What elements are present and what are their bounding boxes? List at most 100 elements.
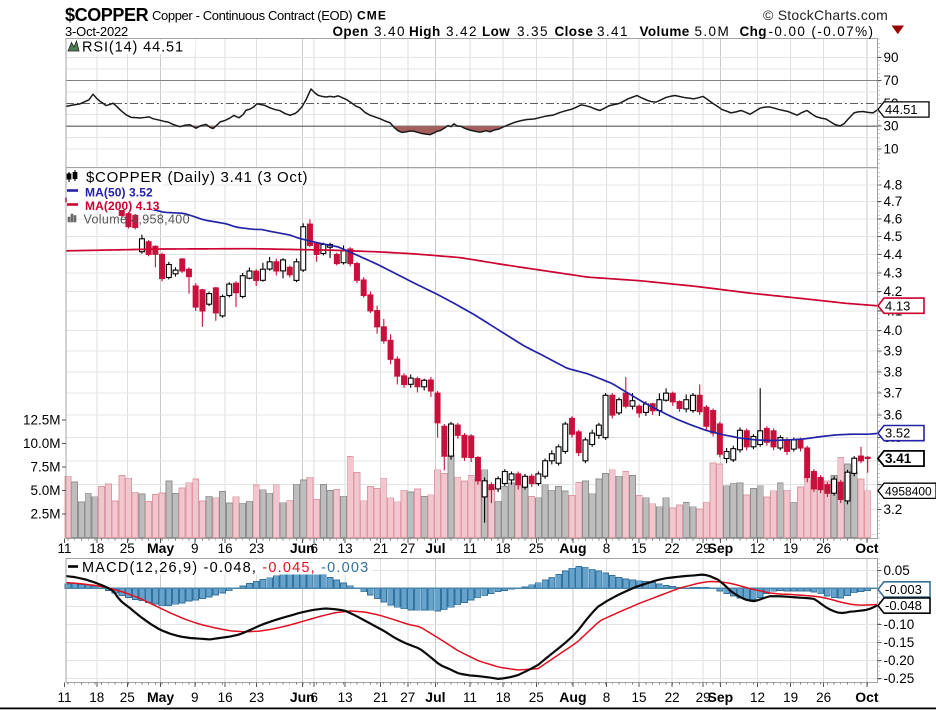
svg-text:7.5M: 7.5M (30, 459, 60, 474)
svg-text:90: 90 (884, 50, 899, 65)
svg-text:Close: Close (555, 24, 594, 39)
svg-text:15: 15 (631, 541, 646, 556)
svg-text:5.0M: 5.0M (695, 24, 731, 39)
svg-text:9: 9 (191, 690, 199, 705)
svg-text:70: 70 (884, 73, 899, 88)
svg-text:25: 25 (120, 541, 135, 556)
svg-text:-0.048: -0.048 (885, 598, 922, 613)
svg-text:4.3: 4.3 (884, 265, 903, 280)
svg-text:15: 15 (631, 690, 646, 705)
svg-text:© StockCharts.com: © StockCharts.com (763, 7, 888, 23)
svg-text:5.0M: 5.0M (30, 483, 60, 498)
svg-text:-0.20: -0.20 (884, 653, 915, 668)
svg-text:27: 27 (400, 690, 415, 705)
svg-text:RSI(14) 44.51: RSI(14) 44.51 (82, 40, 184, 56)
svg-text:4.5: 4.5 (884, 229, 903, 244)
svg-text:Sep: Sep (708, 689, 734, 705)
svg-text:23: 23 (249, 690, 264, 705)
svg-text:3.41: 3.41 (597, 24, 629, 39)
svg-text:3.2: 3.2 (884, 502, 903, 517)
svg-text:26: 26 (816, 690, 831, 705)
svg-text:Jul: Jul (425, 540, 445, 556)
svg-text:21: 21 (373, 690, 388, 705)
svg-text:44.51: 44.51 (885, 102, 918, 117)
svg-text:Open: Open (333, 24, 369, 39)
svg-text:4.13: 4.13 (885, 298, 910, 313)
svg-text:-0.003: -0.003 (885, 582, 922, 597)
svg-text:0.05: 0.05 (884, 563, 910, 578)
svg-text:22: 22 (665, 690, 680, 705)
svg-text:11: 11 (57, 541, 71, 556)
svg-text:19: 19 (783, 541, 798, 556)
svg-text:23: 23 (249, 541, 264, 556)
svg-text:6: 6 (310, 690, 318, 705)
svg-text:Chg: Chg (740, 24, 767, 39)
svg-text:High: High (409, 24, 441, 39)
svg-text:-0.00 (-0.07%): -0.00 (-0.07%) (769, 24, 875, 39)
svg-text:4.2: 4.2 (884, 284, 903, 299)
svg-text:May: May (147, 540, 174, 556)
svg-text:May: May (147, 689, 174, 705)
svg-text:22: 22 (665, 541, 680, 556)
svg-text:25: 25 (529, 541, 544, 556)
svg-text:13: 13 (338, 690, 353, 705)
svg-text:3.42: 3.42 (446, 24, 478, 39)
svg-text:MA(50) 3.52: MA(50) 3.52 (85, 186, 153, 200)
svg-text:25: 25 (529, 690, 544, 705)
svg-text:10.0M: 10.0M (23, 436, 61, 451)
svg-text:11: 11 (463, 541, 477, 556)
svg-text:3.35: 3.35 (517, 24, 549, 39)
svg-text:3.52: 3.52 (885, 426, 910, 441)
svg-text:Jun: Jun (290, 540, 315, 556)
svg-text:12: 12 (750, 541, 765, 556)
svg-text:27: 27 (400, 541, 415, 556)
svg-text:8: 8 (603, 541, 611, 556)
svg-text:4.6: 4.6 (884, 211, 903, 226)
svg-text:8: 8 (603, 690, 611, 705)
svg-text:Aug: Aug (559, 540, 586, 556)
svg-text:$COPPER (Daily) 3.41 (3 Oct): $COPPER (Daily) 3.41 (3 Oct) (86, 169, 308, 186)
svg-text:29: 29 (696, 541, 711, 556)
svg-text:MACD(12,26,9) -0.048, -0.045,: MACD(12,26,9) -0.048, -0.045, -0.003 (82, 560, 369, 576)
svg-text:3-Oct-2022: 3-Oct-2022 (65, 24, 128, 39)
svg-text:3.6: 3.6 (884, 408, 903, 423)
svg-text:-0.15: -0.15 (884, 635, 915, 650)
svg-text:Copper - Continuous Contract (: Copper - Continuous Contract (EOD) (152, 8, 352, 23)
svg-text:Jun: Jun (290, 689, 315, 705)
svg-text:6: 6 (310, 541, 318, 556)
svg-text:-0.10: -0.10 (884, 617, 915, 632)
svg-text:Sep: Sep (708, 540, 734, 556)
svg-text:16: 16 (218, 690, 233, 705)
svg-text:3.9: 3.9 (884, 344, 903, 359)
svg-text:29: 29 (696, 690, 711, 705)
svg-text:-0.25: -0.25 (884, 671, 915, 686)
svg-text:9: 9 (191, 541, 199, 556)
svg-text:3.8: 3.8 (884, 364, 903, 379)
svg-text:Aug: Aug (559, 689, 586, 705)
svg-text:18: 18 (496, 541, 511, 556)
svg-text:4.7: 4.7 (884, 194, 903, 209)
svg-text:Jul: Jul (425, 689, 445, 705)
svg-text:4.8: 4.8 (884, 177, 903, 192)
svg-text:19: 19 (783, 690, 798, 705)
svg-text:18: 18 (89, 541, 104, 556)
svg-text:Volume 4,958,400: Volume 4,958,400 (84, 213, 190, 227)
svg-text:CME: CME (357, 9, 387, 23)
svg-text:26: 26 (816, 541, 831, 556)
svg-text:4958400: 4958400 (885, 484, 932, 498)
svg-text:18: 18 (89, 690, 104, 705)
svg-text:10: 10 (884, 142, 899, 157)
svg-text:3.7: 3.7 (884, 386, 903, 401)
svg-text:25: 25 (120, 690, 135, 705)
svg-text:3.40: 3.40 (374, 24, 406, 39)
svg-text:11: 11 (57, 690, 71, 705)
svg-text:MA(200) 4.13: MA(200) 4.13 (85, 199, 160, 213)
svg-text:4.4: 4.4 (884, 247, 903, 262)
svg-text:3.41: 3.41 (885, 451, 912, 466)
svg-text:Low: Low (482, 24, 510, 39)
svg-text:2.5M: 2.5M (30, 506, 60, 521)
svg-text:$COPPER: $COPPER (65, 5, 149, 25)
svg-text:Oct: Oct (855, 689, 879, 705)
svg-text:12: 12 (750, 690, 765, 705)
svg-text:16: 16 (218, 541, 233, 556)
